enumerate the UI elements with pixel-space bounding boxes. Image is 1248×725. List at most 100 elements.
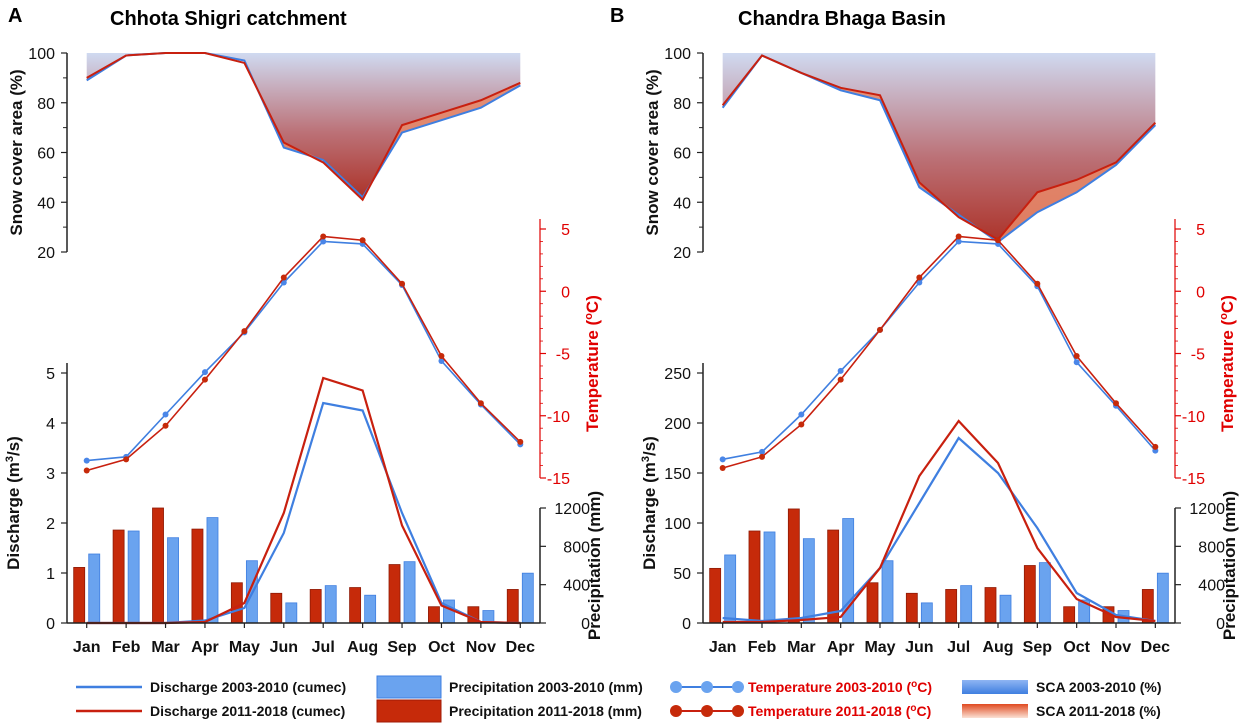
temp-y-tick-label: -15	[547, 471, 570, 488]
precip-2011-bar	[748, 530, 761, 624]
precip-2011-bar	[905, 592, 918, 624]
sca-y-tick-label: 80	[37, 96, 55, 113]
temp-2011-marker	[1113, 400, 1119, 407]
temp-2011-marker	[477, 400, 484, 407]
legend-precip-2011-swatch	[376, 699, 442, 723]
temp-y-tick-label: -10	[547, 409, 570, 426]
precip-2003-bar	[443, 599, 455, 624]
temp-2003-marker	[759, 448, 765, 455]
temp-2003-marker	[1073, 359, 1080, 366]
temp-2011-marker	[995, 237, 1001, 244]
sca-y-axis-label: Snow cover area (%)	[7, 69, 26, 235]
legend-temp-2011-marker	[701, 705, 713, 717]
precip-2003-bar	[88, 553, 101, 624]
x-tick-label: Sep	[387, 639, 417, 656]
temp-2011-marker	[759, 453, 765, 460]
sca-y-tick-label: 20	[37, 245, 55, 262]
sca-y-axis-label: Snow cover area (%)	[643, 69, 662, 235]
precip-2011-bar	[984, 587, 997, 624]
legend: Discharge 2003-2010 (cumec) Discharge 20…	[76, 675, 1162, 723]
discharge-y-tick-label: 100	[664, 516, 691, 533]
precip-2011-bar	[945, 589, 958, 624]
legend-temp-2003-label: Temperature 2003-2010 (oC)	[748, 679, 932, 695]
panel-title-b: Chandra Bhaga Basin	[738, 8, 946, 30]
legend-precip-2003-label: Precipitation 2003-2010 (mm)	[449, 679, 643, 695]
discharge-y-tick-label: 0	[682, 616, 691, 633]
precip-2003-bar	[960, 585, 973, 624]
temp-2003-marker	[438, 357, 445, 364]
precip-y-tick-label: 1200	[1189, 501, 1225, 518]
precip-y-tick-label: 1200	[554, 501, 590, 518]
temp-y-tick-label: -5	[1191, 347, 1205, 364]
precip-2011-bar	[1023, 565, 1036, 624]
temp-2011-marker	[877, 326, 883, 333]
temp-2011-marker	[280, 274, 287, 281]
precip-2003-bar	[999, 594, 1012, 624]
precip-2011-bar	[1063, 606, 1076, 624]
precip-2011-bar	[349, 587, 362, 624]
temp-2011-marker	[359, 237, 366, 244]
precip-y-tick-label: 0	[581, 616, 590, 633]
temp-2003-line	[86, 240, 521, 462]
legend-temp-2003-marker	[701, 681, 713, 693]
discharge-y-tick-label: 150	[664, 466, 691, 483]
discharge-y-tick-label: 200	[664, 416, 691, 433]
sca-area-fill	[86, 53, 521, 198]
x-tick-label: Jun	[905, 639, 933, 656]
precip-2003-bar	[1038, 562, 1051, 624]
precip-2011-bar	[309, 589, 322, 624]
x-tick-label: Jul	[312, 639, 335, 656]
temp-2011-marker	[123, 456, 130, 463]
x-tick-label: Nov	[466, 639, 496, 656]
sca-y-tick-label: 80	[673, 96, 691, 113]
x-tick-label: May	[864, 639, 895, 656]
x-tick-label: Apr	[191, 639, 219, 656]
x-tick-label: Aug	[982, 639, 1013, 656]
x-tick-label: Apr	[827, 639, 855, 656]
temp-2003-marker	[837, 367, 844, 374]
x-tick-label: Sep	[1023, 639, 1053, 656]
precip-2003-bar	[724, 554, 737, 624]
discharge-2003-line	[86, 401, 521, 625]
precip-2003-bar	[521, 572, 534, 624]
precip-y-tick-label: 800	[1198, 539, 1225, 556]
temp-2011-marker	[1034, 280, 1041, 287]
sca-y-tick-label: 60	[37, 146, 55, 163]
x-tick-label: May	[229, 639, 260, 656]
discharge-2003-line	[722, 436, 1156, 623]
temp-2011-marker	[201, 376, 208, 383]
temp-2011-marker	[83, 467, 90, 474]
precip-2011-bar	[112, 529, 125, 624]
x-tick-label: Jul	[947, 639, 970, 656]
discharge-y-tick-label: 2	[46, 516, 55, 533]
precip-2003-bar	[324, 585, 337, 624]
temp-2011-marker	[399, 280, 406, 287]
temp-2003-marker	[798, 411, 805, 418]
panel-letter-a: A	[8, 5, 22, 27]
x-tick-label: Jan	[73, 639, 101, 656]
temp-2011-marker	[517, 438, 524, 445]
temp-y-tick-label: 0	[561, 284, 570, 301]
precip-2011-bar	[388, 564, 401, 624]
temp-y-tick-label: 5	[561, 222, 570, 239]
temp-2003-marker	[320, 238, 327, 245]
legend-sca-2003-swatch	[962, 680, 1028, 694]
precip-2003-bar	[167, 537, 179, 624]
precip-2011-bar	[270, 592, 283, 624]
x-tick-label: Mar	[151, 639, 179, 656]
precip-2011-bar	[230, 582, 243, 624]
discharge-y-axis-label: Discharge (m3/s)	[640, 436, 659, 570]
precip-y-tick-label: 400	[1198, 578, 1225, 595]
legend-sca-2011-swatch	[962, 704, 1028, 718]
discharge-2011-line	[722, 419, 1156, 624]
precip-y-axis-label: Precipitation (mm)	[1220, 491, 1239, 640]
temp-y-tick-label: 5	[1196, 222, 1205, 239]
legend-temp-2011-label: Temperature 2011-2018 (oC)	[748, 703, 931, 719]
panel-a: A Chhota Shigri catchment 20406080100Sno…	[4, 5, 604, 656]
discharge-2011-line	[86, 376, 521, 625]
legend-discharge-2011-label: Discharge 2011-2018 (cumec)	[150, 703, 345, 719]
temp-y-tick-label: -5	[556, 347, 570, 364]
sca-y-tick-label: 40	[673, 195, 691, 212]
